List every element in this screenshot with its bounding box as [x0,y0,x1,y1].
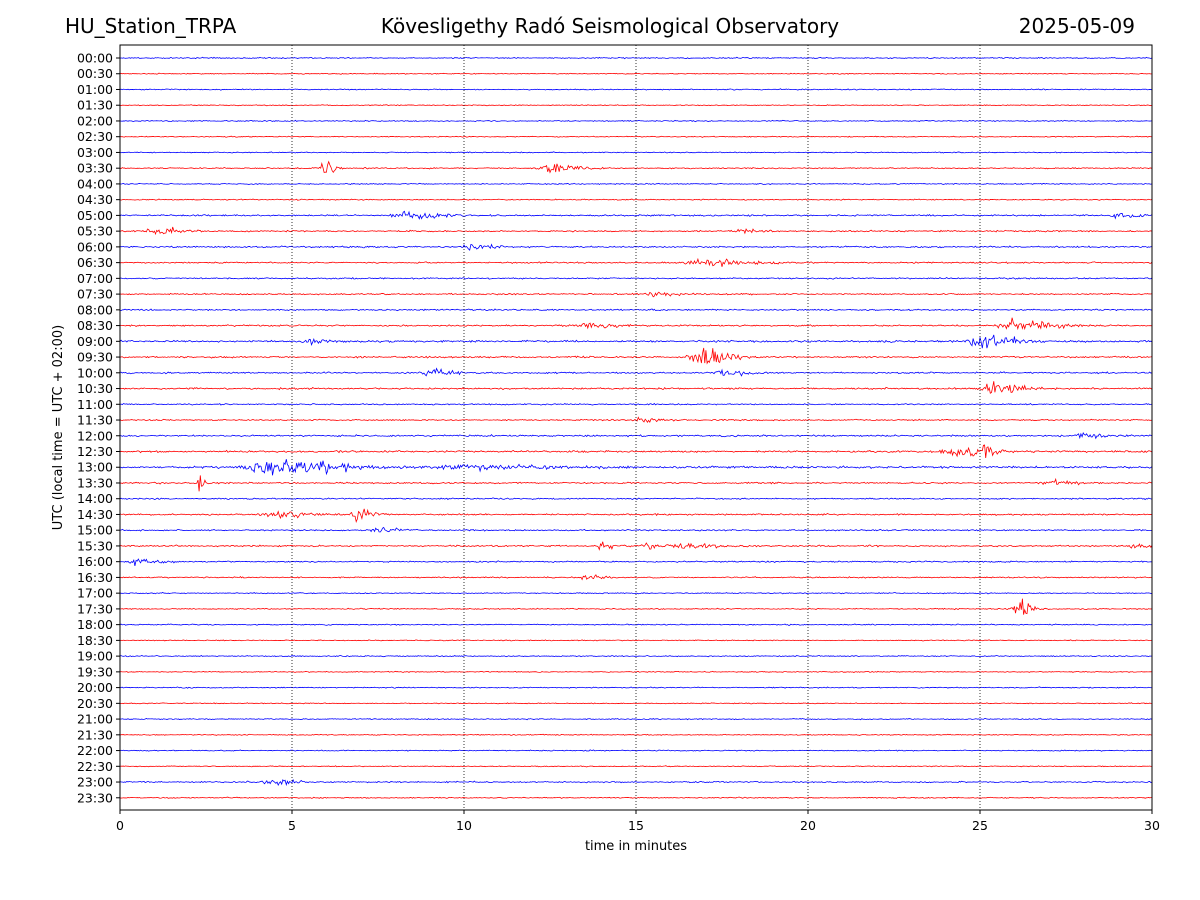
y-tick-label: 11:00 [77,397,113,412]
y-tick-label: 10:30 [77,381,113,396]
y-tick-label: 04:30 [77,192,113,207]
chart-date: 2025-05-09 [1018,14,1135,38]
y-tick-label: 17:00 [77,586,113,601]
y-tick-label: 09:00 [77,334,113,349]
x-axis: 0 5 10 15 20 25 30 [116,810,1160,833]
y-tick-label: 07:00 [77,271,113,286]
y-tick-label: 05:30 [77,224,113,239]
x-tick-label: 30 [1144,818,1160,833]
trace-1300 [119,459,1153,476]
trace-1730 [119,598,1153,615]
y-axis-label: UTC (local time = UTC + 02:00) [51,325,66,530]
y-tick-label: 18:30 [77,633,113,648]
trace-0500 [119,210,1153,220]
x-tick-label: 0 [116,818,124,833]
trace-2030 [119,702,1153,705]
y-tick-label: 10:00 [77,365,113,380]
y-tick-label: 07:30 [77,287,113,302]
trace-1630 [119,574,1153,581]
trace-0230 [119,135,1153,138]
y-tick-label: 03:30 [77,161,113,176]
trace-0700 [119,276,1153,280]
y-tick-label: 08:30 [77,318,113,333]
y-tick-label: 16:00 [77,554,113,569]
y-tick-label: 23:30 [77,790,113,805]
x-tick-label: 25 [972,818,988,833]
x-tick-label: 15 [628,818,644,833]
trace-1900 [119,654,1153,658]
trace-0100 [119,88,1153,91]
trace-0330 [119,160,1153,174]
trace-0630 [119,257,1153,267]
x-tick-label: 20 [800,818,816,833]
y-tick-label: 13:30 [77,475,113,490]
y-tick-label: 14:00 [77,491,113,506]
trace-1100 [119,402,1153,406]
y-tick-label: 21:00 [77,712,113,727]
x-tick-label: 10 [456,818,472,833]
y-tick-label: 20:00 [77,680,113,695]
y-tick-label: 01:30 [77,98,113,113]
trace-1700 [119,592,1153,595]
y-tick-label: 19:00 [77,649,113,664]
y-tick-label: 11:30 [77,413,113,428]
y-tick-label: 22:00 [77,743,113,758]
y-tick-label: 02:30 [77,129,113,144]
trace-0530 [119,226,1153,236]
y-tick-label: 19:30 [77,664,113,679]
y-tick-label: 01:00 [77,82,113,97]
x-tick-label: 5 [288,818,296,833]
observatory-title: Kövesligethy Radó Seismological Observat… [380,14,840,38]
y-tick-label: 16:30 [77,570,113,585]
y-tick-label: 04:00 [77,176,113,191]
y-tick-label: 20:30 [77,696,113,711]
trace-1500 [119,526,1153,533]
y-tick-label: 12:30 [77,444,113,459]
y-tick-label: 14:30 [77,507,113,522]
trace-1430 [119,508,1153,523]
y-tick-label: 13:00 [77,460,113,475]
y-tick-label: 17:30 [77,601,113,616]
y-tick-label: 09:30 [77,350,113,365]
y-tick-label: 00:00 [77,51,113,66]
trace-2230 [119,765,1153,768]
y-tick-label: 03:00 [77,145,113,160]
y-tick-label: 00:30 [77,66,113,81]
trace-2100 [119,718,1153,721]
trace-1830 [119,639,1153,642]
x-axis-label: time in minutes [585,839,687,854]
y-tick-label: 02:00 [77,113,113,128]
trace-0300 [119,151,1153,154]
trace-0030 [119,72,1153,75]
y-tick-label: 08:00 [77,302,113,317]
y-tick-label: 05:00 [77,208,113,223]
y-tick-label: 15:30 [77,538,113,553]
y-tick-label: 22:30 [77,759,113,774]
trace-0900 [119,334,1153,349]
trace-1130 [119,416,1153,424]
y-tick-label: 12:00 [77,428,113,443]
y-tick-label: 21:30 [77,727,113,742]
trace-0830 [119,317,1153,331]
y-tick-label: 18:00 [77,617,113,632]
y-tick-label: 06:30 [77,255,113,270]
y-axis: 00:0000:3001:0001:3002:0002:3003:0003:30… [77,51,120,805]
trace-2300 [119,778,1153,787]
y-tick-label: 06:00 [77,239,113,254]
trace-0430 [119,198,1153,201]
trace-1530 [119,541,1153,551]
station-name: HU_Station_TRPA [65,14,237,38]
grid-layer [291,45,981,810]
y-tick-label: 23:00 [77,775,113,790]
y-tick-label: 15:00 [77,523,113,538]
